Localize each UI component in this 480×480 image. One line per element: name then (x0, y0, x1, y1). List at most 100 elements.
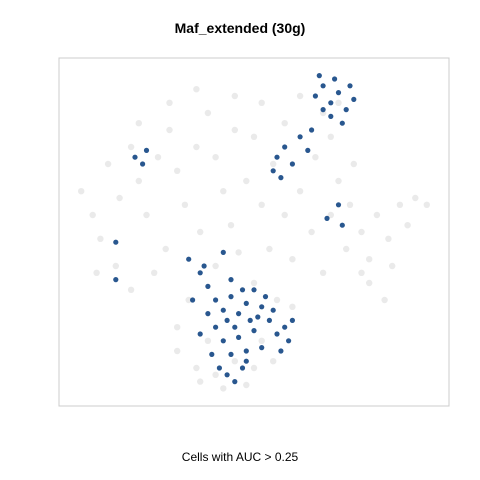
background-right-point-4 (385, 235, 392, 242)
highlight-top-right-point-2 (328, 100, 334, 106)
background-upper-left-point-43 (312, 154, 319, 161)
highlight-mid-right-point-8 (335, 202, 342, 208)
background-lower-point-2 (212, 371, 219, 378)
highlight-lower-cluster-point-25 (239, 365, 246, 371)
background-upper-left-point-48 (166, 99, 173, 107)
x-axis-label: Cells with AUC > 0.25 (181, 450, 299, 464)
background-right-point-12 (358, 269, 365, 276)
background-upper-left-point-2 (104, 160, 112, 168)
background-right-point-14 (335, 177, 342, 185)
background-upper-left-point-29 (185, 296, 192, 304)
background-upper-left-point-26 (258, 201, 265, 208)
chart-title: Maf_extended (30g) (174, 20, 306, 36)
highlight-lower-cluster-point-29 (278, 348, 284, 354)
highlight-mid-right-point-5 (270, 168, 276, 174)
background-upper-left-point-47 (193, 86, 200, 93)
highlight-lower-cluster-point-2 (213, 297, 219, 303)
highlight-left-point-2 (143, 147, 150, 153)
background-upper-left-point-49 (135, 120, 142, 127)
highlight-lower-cluster-point-6 (243, 300, 249, 306)
background-lower-point-3 (231, 358, 238, 365)
highlight-lower-cluster-point-23 (224, 372, 230, 378)
background-upper-left-point-25 (250, 133, 258, 140)
background-upper-left-point-12 (193, 143, 200, 151)
highlight-left-point-3 (113, 239, 119, 245)
highlight-lower-cluster-point-21 (209, 351, 215, 357)
highlight-lower-cluster-point-38 (232, 324, 238, 330)
background-right-point-19 (296, 92, 304, 100)
background-upper-left-point-0 (78, 188, 85, 195)
background-right-point-6 (404, 222, 411, 229)
background-upper-left-point-17 (151, 269, 158, 276)
highlight-top-right-point-3 (335, 90, 342, 96)
highlight-lower-cluster-point-22 (216, 365, 222, 371)
highlight-top-right-point-10 (316, 73, 322, 79)
background-lower-point-7 (197, 378, 204, 385)
highlight-lower-cluster-point-20 (197, 331, 203, 337)
plot-frame (58, 57, 450, 407)
highlight-lower-cluster-point-36 (255, 314, 261, 320)
highlight-lower-cluster-point-33 (201, 263, 207, 269)
background-lower-point-9 (270, 358, 277, 365)
highlight-top-right-point-11 (347, 83, 353, 89)
highlight-lower-cluster-point-14 (228, 351, 234, 357)
background-upper-left-point-35 (266, 245, 273, 253)
background-upper-left-point-41 (289, 303, 296, 310)
background-upper-left-point-30 (174, 324, 181, 331)
background-upper-left-point-46 (231, 92, 238, 100)
background-right-point-16 (327, 133, 334, 140)
background-upper-left-point-11 (181, 201, 189, 208)
highlight-left-point-0 (132, 154, 138, 160)
background-lower-point-8 (258, 337, 265, 344)
background-upper-left-point-39 (308, 228, 315, 236)
highlighted-points (113, 73, 357, 385)
background-upper-left-point-37 (273, 296, 281, 304)
background-upper-left-point-9 (166, 126, 173, 134)
highlight-left-point-6 (220, 249, 226, 255)
background-upper-left-point-32 (270, 160, 277, 168)
background-lower-point-6 (220, 385, 227, 392)
background-upper-left-point-27 (235, 249, 242, 256)
background-upper-left-point-28 (212, 262, 219, 270)
background-lower-point-5 (243, 381, 250, 389)
highlight-lower-cluster-point-7 (251, 287, 257, 293)
background-right-point-3 (373, 211, 381, 219)
highlight-lower-cluster-point-8 (259, 304, 265, 310)
highlight-lower-cluster-point-28 (270, 307, 276, 313)
highlight-lower-cluster-point-27 (262, 294, 269, 300)
background-upper-left-point-6 (135, 177, 142, 185)
highlight-top-right-point-7 (339, 120, 345, 126)
highlight-top-right-point-6 (320, 107, 326, 113)
highlight-lower-cluster-point-37 (224, 317, 230, 323)
background-upper-left-point-22 (197, 228, 204, 236)
background-right-point-1 (358, 228, 365, 236)
background-upper-left-point-18 (204, 109, 212, 117)
background-upper-left-point-16 (93, 269, 100, 276)
highlight-mid-right-point-9 (324, 215, 330, 221)
highlight-left-point-4 (113, 277, 119, 283)
background-upper-left-point-10 (174, 167, 181, 174)
highlight-lower-cluster-point-3 (220, 307, 226, 313)
highlight-top-right-point-1 (320, 83, 326, 89)
background-right-point-18 (335, 99, 342, 107)
background-points (78, 86, 430, 392)
highlight-top-right-point-4 (343, 107, 349, 113)
highlight-lower-cluster-point-39 (243, 358, 249, 364)
highlight-lower-cluster-point-35 (239, 287, 246, 293)
highlight-mid-right-point-3 (297, 134, 303, 140)
highlight-mid-right-point-4 (305, 147, 311, 153)
highlight-lower-cluster-point-4 (228, 294, 234, 300)
highlight-lower-cluster-point-9 (266, 317, 272, 323)
highlight-lower-cluster-point-18 (259, 345, 265, 351)
background-upper-left-point-42 (327, 211, 334, 219)
background-right-point-11 (381, 296, 388, 304)
background-right-point-8 (423, 201, 430, 208)
background-upper-left-point-33 (281, 211, 288, 219)
highlight-lower-cluster-point-12 (213, 324, 219, 330)
highlight-lower-cluster-point-5 (236, 311, 242, 317)
background-right-point-5 (396, 201, 404, 208)
highlight-lower-cluster-point-0 (197, 270, 203, 276)
background-upper-left-point-14 (112, 262, 120, 270)
background-upper-left-point-31 (204, 337, 212, 344)
